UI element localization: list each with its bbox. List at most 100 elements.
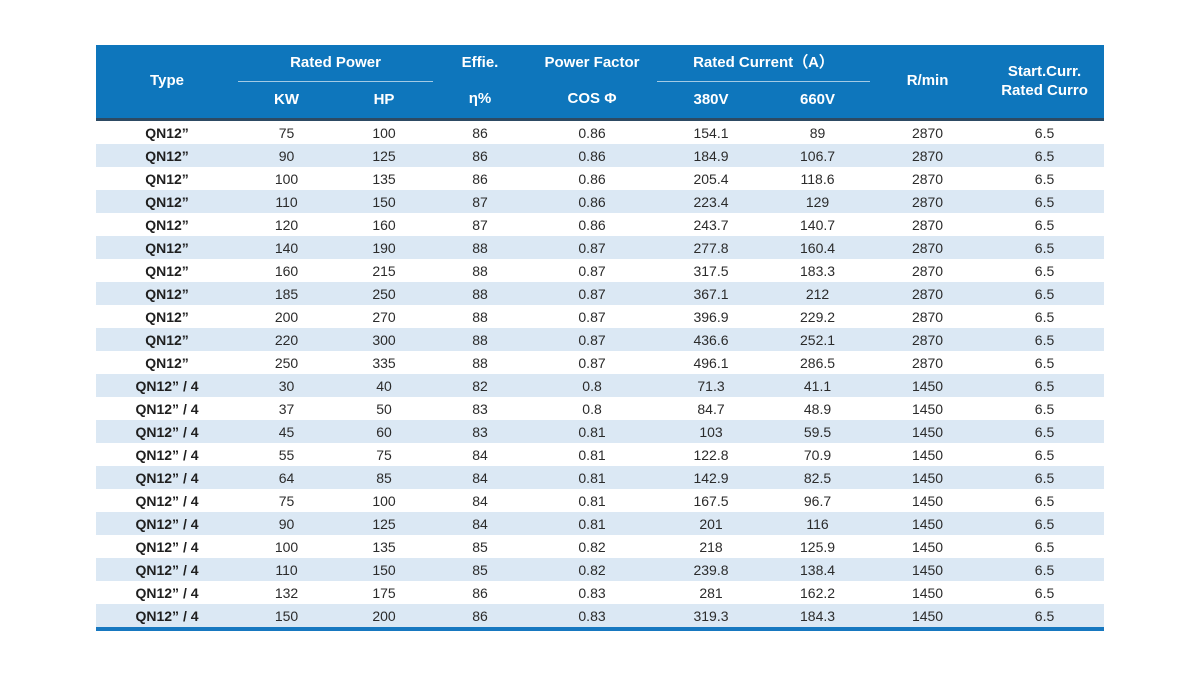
value-cell: 1450 [911,492,944,509]
col-header-rated-current: Rated Current（A） [657,45,871,82]
value-cell: 1450 [911,607,944,624]
value-cell: 185 [274,285,299,302]
value-cell: 6.5 [1034,607,1055,624]
value-cell: 85 [472,538,488,555]
type-cell: QN12” [145,285,189,302]
table-row: QN12” / 4 64 85 84 0.81 142.9 82.5 1450 6.5 [96,466,1105,489]
value-cell: 90 [278,515,295,532]
value-cell: 0.87 [578,354,606,371]
value-cell: 6.5 [1034,377,1055,394]
value-cell: 250 [274,354,299,371]
table-row: QN12” / 4 30 40 82 0.8 71.3 41.1 1450 6.5 [96,374,1105,397]
value-cell: 60 [376,423,392,440]
value-cell: 175 [372,584,396,601]
value-cell: 84.7 [697,400,725,417]
value-cell: 82.5 [803,469,832,486]
value-cell: 125.9 [800,538,836,555]
value-cell: 1450 [911,469,944,486]
col-header-type: Type [96,45,238,121]
value-cell: 0.87 [578,262,606,279]
type-cell: QN12” [145,170,189,187]
col-header-start-curr: Start.Curr. Rated Curro [985,45,1105,121]
value-cell: 84 [472,469,488,486]
value-cell: 2870 [911,331,944,348]
type-cell: QN12” / 4 [135,538,199,555]
value-cell: 50 [376,400,392,417]
value-cell: 88 [472,354,488,371]
value-cell: 140 [274,239,299,256]
type-cell: QN12” / 4 [135,446,199,463]
value-cell: 201 [699,515,723,532]
value-cell: 0.81 [578,423,606,440]
table-row: QN12” 200 270 88 0.87 396.9 229.2 2870 6.5 [96,305,1104,328]
value-cell: 160.4 [800,239,836,256]
header-row-groups: Type Rated Power Effie. Power Factor Rat… [96,45,1105,121]
table-row: QN12” / 4 75 100 84 0.81 167.5 96.7 1450 6.5 [96,489,1104,512]
value-cell: 2870 [911,147,944,164]
type-cell: QN12” [145,354,189,371]
value-cell: 2870 [911,170,944,187]
value-cell: 218 [699,538,723,555]
table-row: QN12” 110 150 87 0.86 223.4 129 2870 6.5 [96,190,1105,213]
value-cell: 6.5 [1034,216,1055,233]
value-cell: 1450 [911,400,944,417]
value-cell: 0.86 [578,216,606,233]
value-cell: 150 [372,561,396,578]
value-cell: 6.5 [1034,561,1055,578]
type-cell: QN12” [145,193,189,210]
value-cell: 0.87 [578,285,606,302]
value-cell: 0.86 [578,147,606,164]
value-cell: 6.5 [1034,193,1055,210]
type-cell: QN12” / 4 [135,469,199,486]
value-cell: 138.4 [800,561,836,578]
value-cell: 0.81 [578,492,606,509]
value-cell: 64 [278,469,295,486]
value-cell: 1450 [911,446,944,463]
value-cell: 6.5 [1034,262,1055,279]
value-cell: 0.82 [578,561,606,578]
value-cell: 6.5 [1034,492,1055,509]
value-cell: 0.87 [578,331,606,348]
value-cell: 229.2 [800,308,836,325]
table-row: QN12” / 4 132 175 86 0.83 281 162.2 1450 6.5 [96,581,1104,604]
value-cell: 116 [806,515,829,532]
value-cell: 118.6 [800,170,835,187]
table-row: QN12” / 4 55 75 84 0.81 122.8 70.9 1450 6.5 [96,443,1104,466]
value-cell: 6.5 [1034,124,1055,141]
value-cell: 270 [372,308,396,325]
value-cell: 1450 [911,538,944,555]
value-cell: 200 [372,607,396,624]
value-cell: 110 [275,193,298,210]
value-cell: 122.8 [693,446,729,463]
value-cell: 205.4 [693,170,729,187]
value-cell: 2870 [911,354,944,371]
value-cell: 96.7 [803,492,832,509]
col-header-cos-phi: COS Φ [527,81,658,121]
value-cell: 83 [472,423,488,440]
value-cell: 90 [278,147,295,164]
value-cell: 190 [372,239,396,256]
value-cell: 0.82 [578,538,606,555]
value-cell: 1450 [911,423,944,440]
value-cell: 184.3 [800,607,836,624]
value-cell: 223.4 [693,193,729,210]
value-cell: 89 [809,124,826,141]
value-cell: 142.9 [693,469,729,486]
type-cell: QN12” [145,216,189,233]
value-cell: 103 [699,423,723,440]
type-cell: QN12” / 4 [135,515,199,532]
value-cell: 220 [274,331,299,348]
value-cell: 2870 [911,239,944,256]
table-row: QN12” 185 250 88 0.87 367.1 212 2870 6.5 [96,282,1105,305]
value-cell: 0.86 [578,170,606,187]
value-cell: 6.5 [1034,584,1055,601]
value-cell: 86 [472,170,488,187]
value-cell: 86 [472,607,488,624]
value-cell: 88 [472,262,488,279]
table-row: QN12” / 4 110 150 85 0.82 239.8 138.4 1450 6.5 [96,558,1105,581]
value-cell: 154.1 [693,124,729,141]
value-cell: 75 [278,492,295,509]
table-row: QN12” / 4 150 200 86 0.83 319.3 184.3 1450 6.5 [96,604,1105,629]
col-header-kw: KW [238,81,335,121]
value-cell: 396.9 [693,308,729,325]
